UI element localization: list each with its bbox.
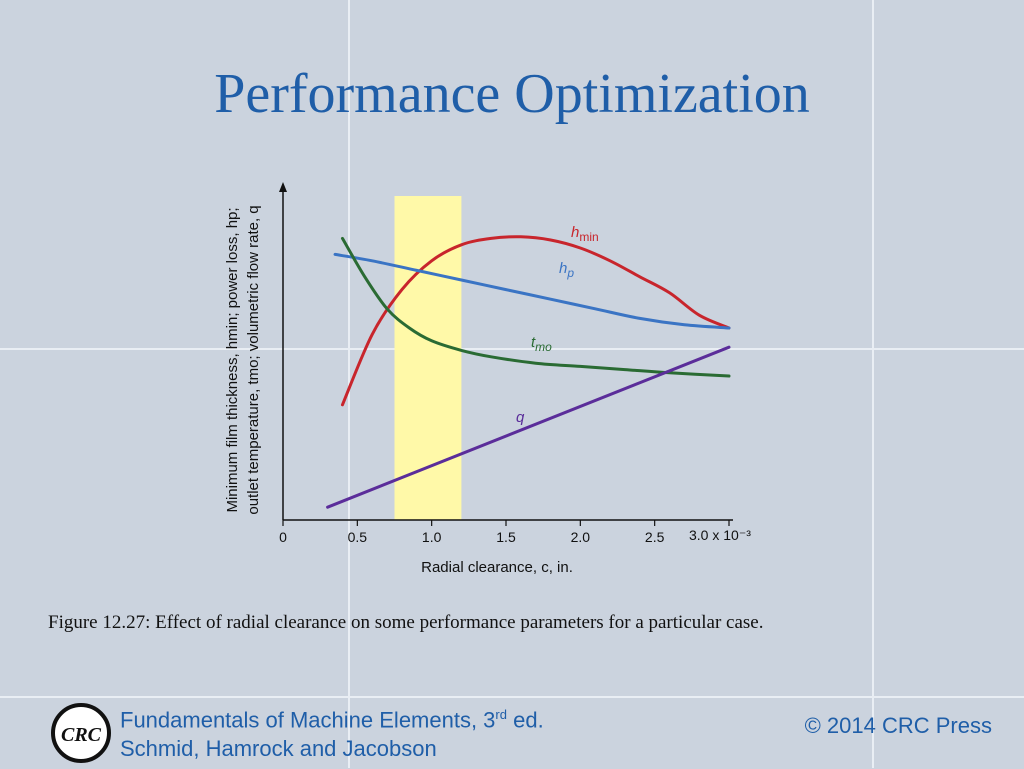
slide-grid-line <box>872 0 874 768</box>
series-line-q <box>326 345 731 509</box>
slide-grid-line <box>0 696 1024 698</box>
slide-grid-line <box>348 0 350 768</box>
slide-grid-line <box>0 348 1024 350</box>
y-axis-label-line1: Minimum film thickness, hmin; power loss… <box>224 207 241 512</box>
y-axis-label-line2: outlet temperature, tmo; volumetric flow… <box>245 205 262 514</box>
footer-copyright: © 2014 CRC Press <box>804 713 992 738</box>
crc-logo: CRC <box>50 702 112 769</box>
x-tick-label: 2.5 <box>645 529 665 545</box>
performance-chart: 0 0.5 1.0 1.5 2.0 2.5 3.0 x 10⁻³ Radial clearan… <box>224 182 751 576</box>
series-label-hmin: hmin <box>571 224 599 244</box>
series-label-tmo: tmo <box>531 334 552 354</box>
x-tick-label: 2.0 <box>571 529 591 545</box>
page-title: Performance Optimization <box>214 63 810 125</box>
x-tick-label: 0.5 <box>348 529 368 545</box>
x-tick-label: 1.0 <box>422 529 442 545</box>
x-axis-label: Radial clearance, c, in. <box>421 559 573 576</box>
series-line-tmo <box>340 236 731 378</box>
series-label-q: q <box>516 409 525 426</box>
y-axis-arrow <box>279 182 287 192</box>
svg-text:CRC: CRC <box>61 724 102 746</box>
highlight-band <box>394 196 462 520</box>
figure-caption: Figure 12.27: Effect of radial clearance… <box>48 612 764 633</box>
series-line-hmin <box>340 235 731 407</box>
series-line-hp <box>333 252 731 330</box>
x-tick-label: 1.5 <box>496 529 516 545</box>
footer-book-info: Fundamentals of Machine Elements, 3rd ed… <box>120 700 544 763</box>
series-label-hp: hp <box>559 260 574 280</box>
footer-book-title: Fundamentals of Machine Elements, 3rd ed… <box>120 707 544 733</box>
x-tick-label: 3.0 x 10⁻³ <box>689 527 751 543</box>
x-tick-label: 0 <box>279 529 287 545</box>
footer-authors: Schmid, Hamrock and Jacobson <box>120 736 437 762</box>
